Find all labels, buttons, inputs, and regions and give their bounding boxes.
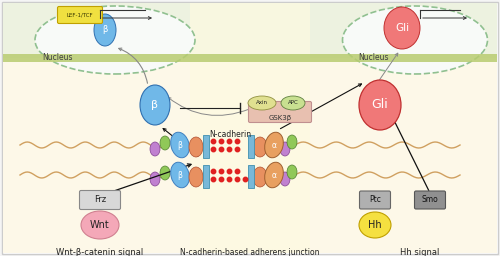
Ellipse shape — [359, 80, 401, 130]
Ellipse shape — [281, 96, 305, 110]
Text: Nucleus: Nucleus — [42, 53, 72, 62]
Text: N-cadherin: N-cadherin — [209, 130, 251, 139]
Ellipse shape — [253, 137, 267, 157]
Text: β: β — [178, 141, 182, 150]
Text: LEF-1/TCF: LEF-1/TCF — [66, 13, 94, 17]
Bar — [190, 3, 310, 253]
Ellipse shape — [35, 6, 195, 74]
Ellipse shape — [253, 167, 267, 187]
Text: α: α — [272, 170, 276, 179]
FancyBboxPatch shape — [80, 190, 120, 209]
Text: Smo: Smo — [422, 196, 438, 205]
Text: Frz: Frz — [94, 196, 106, 205]
Text: α: α — [272, 141, 276, 150]
Text: Nucleus: Nucleus — [358, 53, 388, 62]
Text: Ptc: Ptc — [369, 196, 381, 205]
Ellipse shape — [160, 136, 170, 150]
Ellipse shape — [248, 96, 276, 110]
Ellipse shape — [280, 142, 290, 156]
Text: GSK3β: GSK3β — [268, 115, 291, 121]
FancyBboxPatch shape — [248, 165, 254, 187]
Bar — [3, 54, 497, 62]
Ellipse shape — [287, 165, 297, 179]
Text: Hh signal: Hh signal — [400, 248, 440, 256]
Ellipse shape — [160, 166, 170, 180]
Ellipse shape — [264, 162, 283, 188]
FancyBboxPatch shape — [202, 165, 208, 187]
Text: Wnt: Wnt — [90, 220, 110, 230]
Ellipse shape — [140, 85, 170, 125]
Text: Wnt-β-catenin signal: Wnt-β-catenin signal — [56, 248, 144, 256]
FancyBboxPatch shape — [202, 134, 208, 157]
Ellipse shape — [170, 132, 190, 158]
Text: Hh: Hh — [368, 220, 382, 230]
FancyBboxPatch shape — [248, 101, 312, 123]
FancyBboxPatch shape — [2, 2, 498, 254]
Text: Gli: Gli — [372, 99, 388, 112]
Bar — [3, 58, 497, 253]
Text: β: β — [102, 26, 108, 35]
FancyBboxPatch shape — [360, 191, 390, 209]
Text: Gli: Gli — [395, 23, 409, 33]
Ellipse shape — [81, 211, 119, 239]
Ellipse shape — [287, 135, 297, 149]
Text: N-cadherin-based adherens junction: N-cadherin-based adherens junction — [180, 248, 320, 256]
Ellipse shape — [150, 172, 160, 186]
Ellipse shape — [189, 137, 203, 157]
Ellipse shape — [264, 132, 283, 158]
FancyBboxPatch shape — [414, 191, 446, 209]
Ellipse shape — [342, 6, 488, 74]
FancyBboxPatch shape — [58, 6, 102, 24]
Text: β: β — [152, 100, 158, 110]
Ellipse shape — [359, 212, 391, 238]
Ellipse shape — [150, 142, 160, 156]
Text: Axin: Axin — [256, 101, 268, 105]
FancyBboxPatch shape — [248, 134, 254, 157]
Ellipse shape — [280, 172, 290, 186]
Ellipse shape — [384, 7, 420, 49]
Text: β: β — [178, 170, 182, 179]
Ellipse shape — [170, 162, 190, 188]
Ellipse shape — [94, 14, 116, 46]
Text: APC: APC — [288, 101, 298, 105]
Bar — [3, 3, 497, 58]
Ellipse shape — [189, 167, 203, 187]
